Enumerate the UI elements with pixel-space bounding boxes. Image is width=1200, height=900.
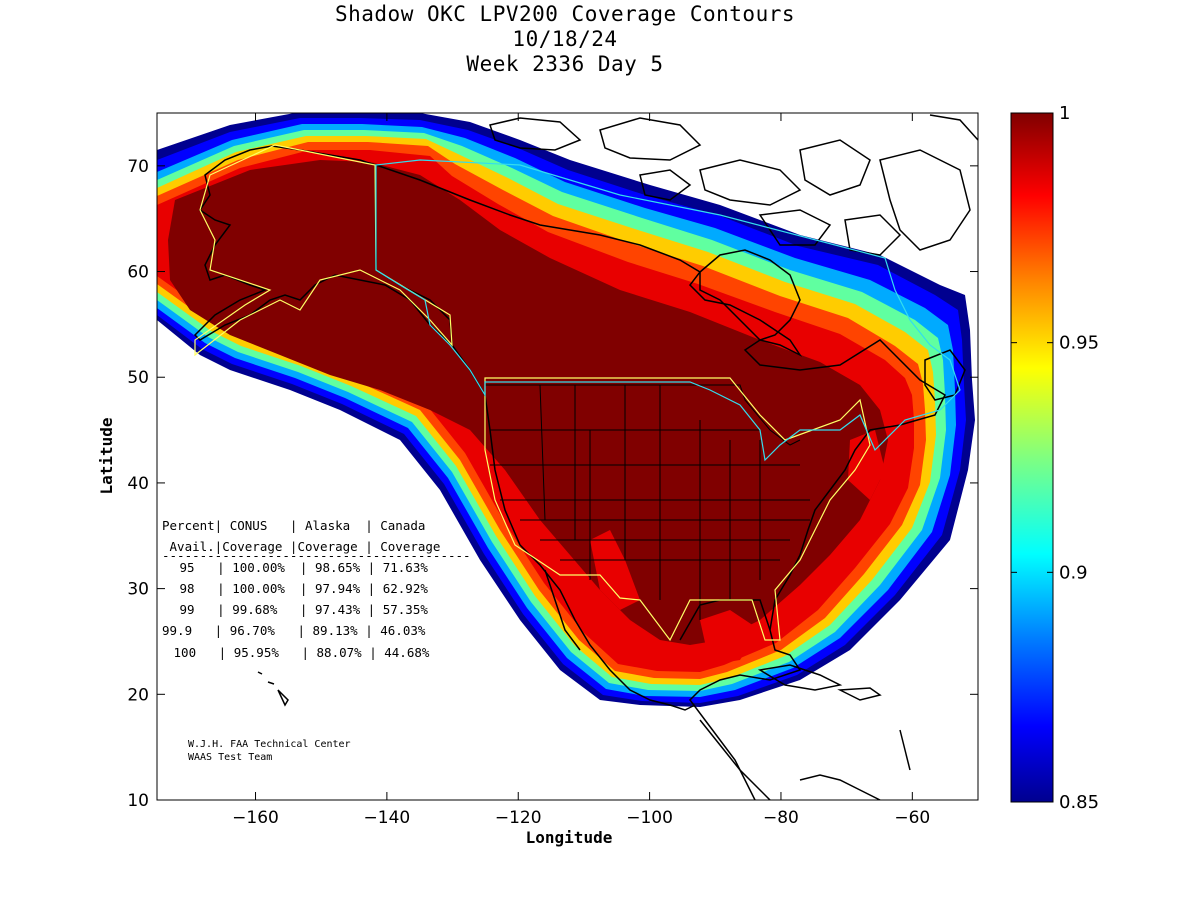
plot-frame: [156, 112, 979, 801]
coverage-table: Percent| CONUS | Alaska | Canada Avail.|…: [162, 518, 471, 660]
table-row: 99 | 99.68% | 97.43% | 57.35%: [172, 602, 428, 617]
table-header-1: Percent| CONUS | Alaska | Canada: [162, 518, 425, 533]
canada-boundary: [375, 159, 961, 462]
colorbar-tick-label: 1: [1059, 103, 1070, 124]
region-boundaries: [194, 144, 961, 642]
tick-marks: [157, 113, 978, 801]
chart-title-line3: Week 2336 Day 5: [466, 52, 664, 76]
colorbar-tick-label: 0.85: [1059, 792, 1099, 813]
credit-line-1: W.J.H. FAA Technical Center: [188, 739, 351, 750]
x-tick-label: −100: [626, 808, 673, 828]
y-tick-label: 30: [127, 580, 149, 600]
table-row: 98 | 100.00% | 97.94% | 62.92%: [172, 581, 428, 596]
contour-100: [168, 160, 888, 645]
x-axis-label: Longitude: [526, 828, 613, 847]
y-tick-label: 70: [127, 157, 149, 177]
table-row: 99.9 | 96.70% | 89.13% | 46.03%: [162, 623, 426, 638]
x-tick-label: −120: [495, 808, 542, 828]
x-tick-label: −160: [232, 808, 279, 828]
x-tick-label: −80: [763, 808, 799, 828]
colorbar-tick-label: 0.9: [1059, 562, 1088, 583]
colorbar: [1010, 112, 1054, 803]
chart-title-line2: 10/18/24: [512, 27, 618, 51]
colorbar-tick-label: 0.95: [1059, 333, 1099, 354]
x-tick-label: −60: [894, 808, 930, 828]
x-tick-label: −140: [364, 808, 411, 828]
contour-patch-2: [700, 610, 760, 665]
y-tick-label: 20: [127, 685, 149, 705]
y-axis-label: Latitude: [97, 417, 116, 494]
coverage-contours: [157, 113, 975, 707]
chart-title-line1: Shadow OKC LPV200 Coverage Contours: [334, 2, 795, 26]
y-tick-label: 50: [127, 368, 149, 388]
y-tick-label: 10: [127, 791, 149, 811]
credit-line-2: WAAS Test Team: [188, 752, 272, 763]
y-tick-label: 60: [127, 263, 149, 283]
table-separator: ----------------------------------------…: [162, 548, 471, 563]
tick-labels: −160 −140 −120 −100 −80 −60 10 20 30 40 50 60 70: [127, 157, 930, 828]
table-row: 95 | 100.00% | 98.65% | 71.63%: [172, 560, 428, 575]
table-header-2: Avail.|Coverage |Coverage | Coverage: [162, 539, 440, 554]
y-tick-label: 40: [127, 474, 149, 494]
colorbar-ticks: 1 0.95 0.9 0.85: [1011, 103, 1099, 813]
table-row: 100 | 95.95% | 88.07% | 44.68%: [166, 645, 430, 660]
conus-boundary: [484, 377, 871, 642]
contour-patch: [590, 530, 640, 610]
